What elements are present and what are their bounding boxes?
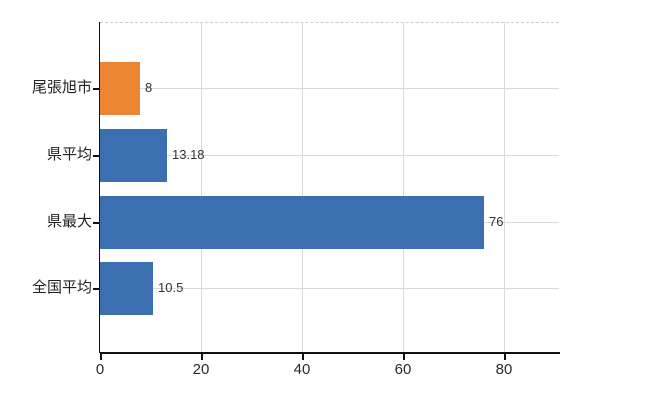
vertical-gridline [504, 22, 505, 353]
bar-national-average[interactable] [100, 261, 153, 315]
vertical-gridline [302, 22, 303, 353]
horizontal-gridline [100, 155, 559, 156]
bar-pref-average[interactable] [100, 128, 167, 182]
vertical-gridline [201, 22, 202, 353]
bar-value-label: 8 [145, 80, 153, 95]
category-label-national-average: 全国平均 [31, 279, 92, 296]
x-axis-tick [504, 353, 506, 360]
bar-owariasahi[interactable] [100, 61, 140, 115]
x-axis-tick-label: 20 [192, 361, 210, 378]
x-axis-tick-label: 40 [293, 361, 311, 378]
horizontal-gridline [100, 288, 559, 289]
bar-pref-max[interactable] [100, 195, 484, 249]
plot-area: 8 13.18 76 10.5 [100, 22, 559, 353]
vertical-gridline [403, 22, 404, 353]
plot-top-border [100, 22, 559, 23]
x-axis-tick [302, 353, 304, 360]
category-label-pref-average: 県平均 [46, 146, 92, 163]
y-axis-line [98, 22, 100, 353]
bar-value-label: 76 [489, 214, 504, 229]
x-axis-line [100, 352, 560, 354]
horizontal-gridline [100, 88, 559, 89]
x-axis-tick [403, 353, 405, 360]
x-axis-tick [201, 353, 203, 360]
x-axis-tick-label: 80 [495, 361, 513, 378]
y-axis-tick [93, 288, 100, 290]
x-axis-tick-label: 60 [394, 361, 412, 378]
x-axis-tick-label: 0 [95, 361, 105, 378]
category-label-owariasahi: 尾張旭市 [31, 79, 92, 96]
category-label-pref-max: 県最大 [46, 213, 92, 230]
y-axis-tick [93, 88, 100, 90]
y-axis-tick [93, 155, 100, 157]
y-axis-tick [93, 222, 100, 224]
x-axis-tick [100, 353, 102, 360]
bar-value-label: 13.18 [172, 147, 205, 162]
bar-value-label: 10.5 [158, 280, 184, 295]
